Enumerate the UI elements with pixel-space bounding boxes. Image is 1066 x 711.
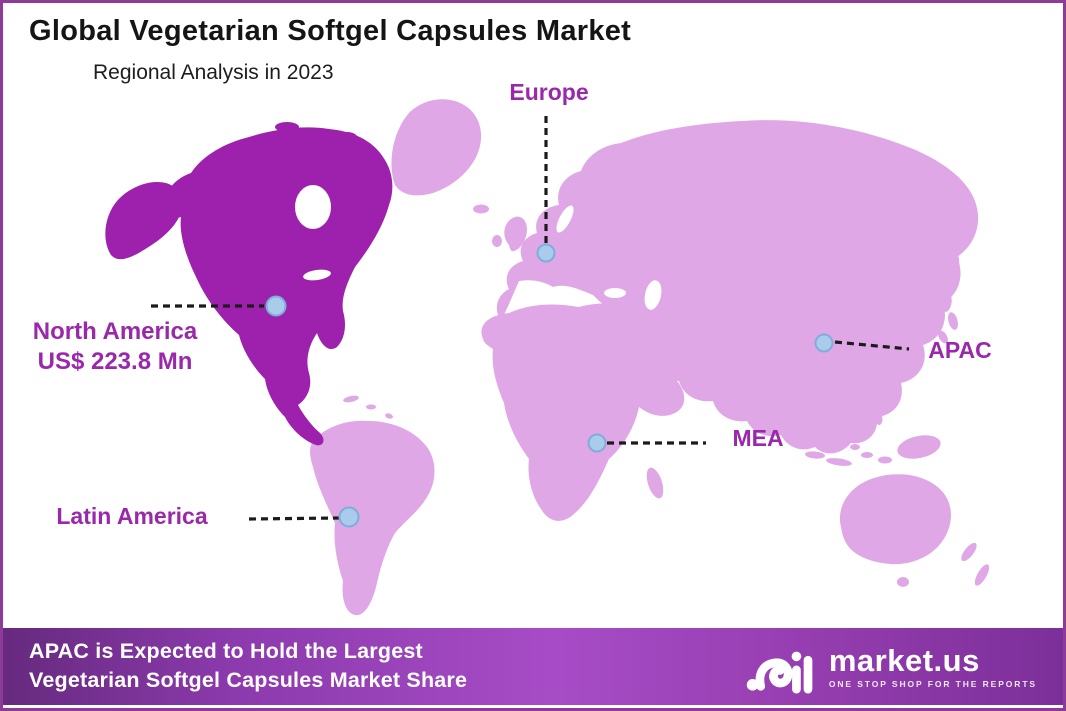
landmass-arctic-island [259,159,279,167]
landmass-new-guinea [897,435,941,459]
region-label-north-america: North America US$ 223.8 Mn [11,317,219,377]
landmass-africa [481,303,685,521]
landmass-sakhalin [950,255,960,275]
landmass-tasmania [897,577,909,587]
landmass-indonesia [826,458,852,466]
marker-apac [814,333,834,353]
marker-mea [587,433,607,453]
landmass-japan [942,294,952,312]
landmass-philippines [862,418,868,428]
marker-north-america [265,295,287,317]
landmass-india [741,334,803,429]
landmass-australia [839,474,951,565]
leader-line-latin-america [248,516,340,521]
region-label-mea: MEA [732,425,784,451]
landmass-baffin-island [348,164,370,182]
landmass-caribbean [343,395,359,403]
landmass-japan [948,312,958,330]
landmass-arctic-island [337,132,357,142]
brand-name: market.us [828,643,980,678]
footer-message-line1: APAC is Expected to Hold the Largest [29,639,423,663]
sea-black [604,288,626,298]
landmass-philippines [875,413,883,425]
market-us-logo-icon [746,651,813,694]
sea-caspian [644,280,662,310]
footer-message-line2: Vegetarian Softgel Capsules Market Share [29,668,468,692]
leader-line-apac [834,340,910,351]
landmass-caribbean [366,404,376,410]
marker-europe [536,243,556,263]
region-label-latin-america: Latin America [56,503,208,529]
landmass-japan [938,330,948,344]
region-value-north-america: US$ 223.8 Mn [37,348,193,375]
landmass-new-zealand [974,564,990,586]
brand-logo[interactable]: market.us ONE STOP SHOP FOR THE REPORTS [746,640,1037,694]
marker-latin-america [338,506,360,528]
landmass-iceland [473,204,489,214]
landmass-indochina [807,360,861,436]
sea-baltic [556,205,574,233]
landmass-indonesia [805,451,825,459]
landmass-new-zealand [961,542,977,562]
landmass-philippines [867,397,875,413]
footer-banner: APAC is Expected to Hold the Largest Veg… [3,628,1063,705]
landmass-caribbean [385,413,393,419]
landmass-indonesia [861,452,873,458]
page-subtitle: Regional Analysis in 2023 [93,61,334,84]
page-title: Global Vegetarian Softgel Capsules Marke… [29,15,632,47]
landmass-eurasia [496,120,979,454]
brand-tagline: ONE STOP SHOP FOR THE REPORTS [828,679,1037,689]
region-label-apac: APAC [928,337,992,363]
landmass-indonesia [878,456,892,464]
landmass-arctic-island [275,122,299,132]
landmass-uk [504,216,527,252]
sea-great-lakes [303,269,331,281]
landmass-arctic-island [239,135,271,151]
region-label-europe: Europe [509,79,589,105]
landmass-ireland [492,235,502,247]
landmass-greenland [391,99,482,196]
landmass-indonesia [850,444,860,450]
landmass-arctic-island [327,157,351,169]
landmass-north-america [162,127,393,446]
landmass-arctic-island [303,140,331,154]
landmass-madagascar [646,467,664,499]
landmass-south-america [310,420,435,616]
sea-hudson-bay [295,185,331,229]
footer-message: APAC is Expected to Hold the Largest Veg… [29,637,467,695]
region-name-north-america: North America [32,318,198,345]
world-map [105,99,990,616]
brand-text: market.us ONE STOP SHOP FOR THE REPORTS [828,643,1037,690]
landmass-alaska [105,181,183,260]
